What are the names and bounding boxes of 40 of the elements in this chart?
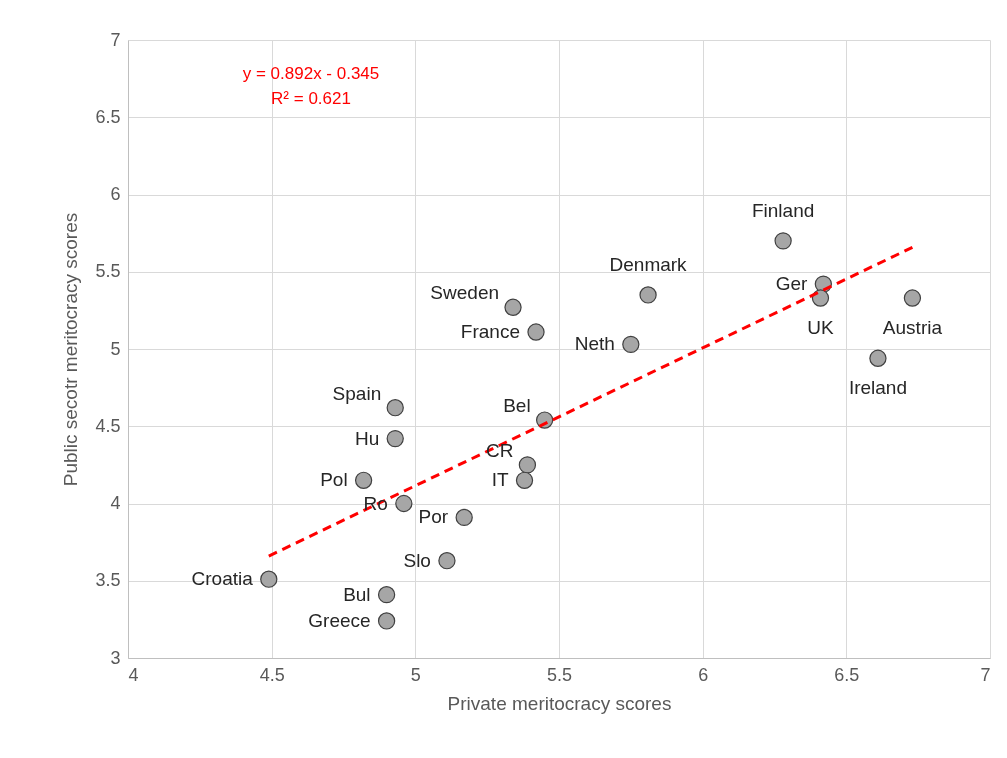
y-tick-label: 6.5 bbox=[95, 106, 121, 127]
annotation: y = 0.892x - 0.345 bbox=[242, 64, 380, 83]
y-tick-label: 4.5 bbox=[95, 415, 121, 436]
annotation: Bel bbox=[503, 395, 531, 417]
annotation: Ger bbox=[775, 273, 808, 295]
y-tick-label: 6 bbox=[110, 184, 121, 204]
annotation: Austria bbox=[882, 317, 943, 339]
x-tick-label: 7 bbox=[980, 664, 991, 685]
x-tick-label: 5 bbox=[410, 664, 421, 685]
annotation: Slo bbox=[403, 549, 431, 571]
annotation: Bul bbox=[343, 583, 371, 605]
x-axis-title: Private meritocracy scores bbox=[447, 692, 672, 714]
annotation: France bbox=[460, 321, 521, 343]
x-tick-label: 6 bbox=[698, 664, 709, 685]
x-tick-label: 6.5 bbox=[834, 664, 860, 685]
y-tick-label: 5.5 bbox=[95, 261, 121, 282]
y-tick-label: 3.5 bbox=[95, 570, 121, 591]
annotation: Neth bbox=[574, 333, 615, 355]
annotation: Finland bbox=[751, 199, 815, 221]
x-tick-label: 4 bbox=[128, 664, 139, 685]
annotation: Croatia bbox=[191, 568, 254, 590]
annotation: CR bbox=[485, 439, 514, 461]
annotation: Por bbox=[418, 506, 449, 528]
y-tick-label: 4 bbox=[110, 493, 121, 513]
annotation: Denmark bbox=[609, 253, 688, 275]
y-tick-label: 7 bbox=[110, 29, 121, 50]
y-axis-title: Public secotr meritocracy scores bbox=[60, 212, 82, 487]
annotation: Greece bbox=[308, 609, 371, 631]
y-tick-label: 5 bbox=[110, 338, 121, 359]
x-tick-label: 5.5 bbox=[546, 664, 573, 685]
annotation: IT bbox=[491, 469, 509, 491]
annotation: Ireland bbox=[848, 377, 907, 399]
y-tick-label: 3 bbox=[110, 647, 121, 668]
x-tick-label: 4.5 bbox=[259, 664, 285, 685]
annotation: Hu bbox=[354, 427, 380, 449]
annotation: UK bbox=[807, 317, 834, 339]
annotation: Pol bbox=[320, 469, 348, 491]
annotation: R² = 0.621 bbox=[271, 89, 351, 108]
annotation: Sweden bbox=[430, 282, 500, 304]
annotation: Spain bbox=[332, 382, 382, 404]
